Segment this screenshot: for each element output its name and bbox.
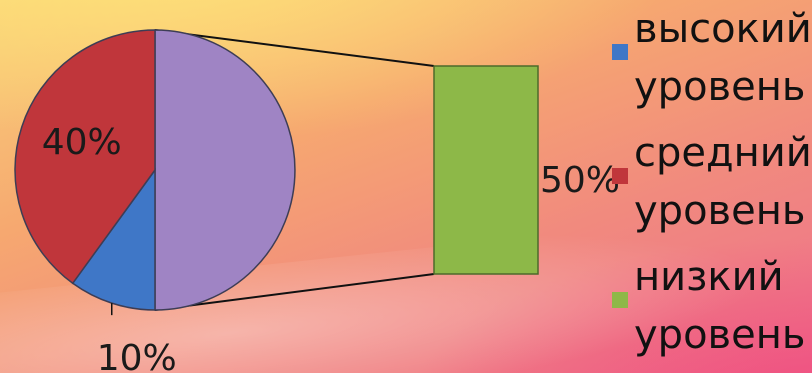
legend-item-низкий-уровень: низкий уровень [612, 254, 805, 358]
legend-label-line: уровень [634, 64, 805, 110]
data-label-высокий-уровень: 10% [97, 338, 177, 373]
legend-swatch [612, 292, 628, 308]
legend-label-line: средний [634, 130, 812, 176]
bar-segment-низкий-уровень [433, 65, 539, 275]
legend-label-line: низкий [634, 254, 784, 300]
legend-label-line: высокий [634, 6, 812, 52]
connector-line-bottom [154, 273, 435, 311]
legend-label-line: уровень [634, 188, 805, 234]
connector-line-top [154, 29, 435, 67]
legend-label-line: уровень [634, 312, 805, 358]
pie-slice-remainder [154, 29, 296, 311]
legend-swatch [612, 44, 628, 60]
legend-item-высокий-уровень: высокий уровень [612, 6, 812, 110]
data-label-низкий-уровень: 50% [540, 160, 620, 201]
pie-slice-средний-уровень [14, 29, 156, 285]
pie-slice-высокий-уровень [71, 167, 156, 311]
legend-item-средний-уровень: средний уровень [612, 130, 812, 234]
legend-swatch [612, 168, 628, 184]
data-label-средний-уровень: 40% [42, 122, 122, 163]
